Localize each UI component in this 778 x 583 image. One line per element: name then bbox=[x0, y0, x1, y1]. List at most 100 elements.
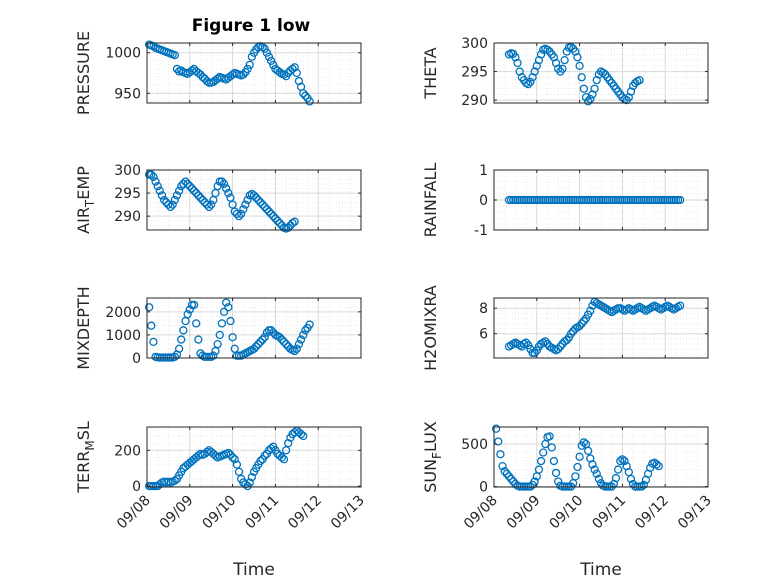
axes-frame bbox=[493, 42, 709, 104]
data-point bbox=[155, 186, 164, 195]
data-point bbox=[288, 218, 297, 228]
data-point bbox=[243, 195, 252, 205]
data-point bbox=[260, 451, 269, 460]
data-point bbox=[281, 446, 291, 455]
data-point bbox=[534, 465, 544, 474]
data-point bbox=[575, 452, 584, 461]
data-point bbox=[262, 205, 271, 214]
data-point bbox=[187, 184, 197, 193]
data-point bbox=[170, 476, 179, 485]
data-point bbox=[584, 446, 593, 455]
data-point bbox=[299, 89, 308, 98]
data-point bbox=[588, 460, 597, 469]
data-point bbox=[592, 469, 601, 478]
data-point bbox=[189, 186, 199, 195]
data-point bbox=[279, 337, 289, 346]
axes-frame bbox=[146, 426, 362, 488]
data-point bbox=[279, 455, 289, 464]
data-point bbox=[301, 326, 310, 335]
data-point bbox=[584, 97, 593, 106]
axes-frame bbox=[493, 297, 709, 359]
y-axis-label: THETA bbox=[421, 47, 440, 99]
data-point bbox=[256, 456, 265, 466]
data-point bbox=[556, 342, 565, 351]
data-point bbox=[260, 202, 269, 212]
data-point bbox=[249, 344, 259, 353]
data-point bbox=[230, 455, 239, 464]
data-point bbox=[245, 478, 254, 487]
data-point bbox=[530, 348, 539, 358]
data-point bbox=[198, 195, 207, 205]
data-point bbox=[575, 61, 584, 71]
data-point bbox=[264, 207, 274, 216]
data-point bbox=[170, 195, 179, 205]
data-point bbox=[266, 444, 276, 453]
data-point bbox=[185, 305, 194, 314]
data-point bbox=[232, 460, 242, 469]
data-point bbox=[296, 335, 306, 344]
data-point bbox=[646, 463, 655, 473]
data-point bbox=[275, 218, 284, 228]
data-point bbox=[299, 330, 308, 340]
data-point bbox=[676, 195, 685, 205]
data-point bbox=[266, 326, 276, 335]
data-point bbox=[676, 301, 685, 310]
data-point bbox=[579, 84, 589, 93]
data-point bbox=[521, 338, 531, 347]
data-point bbox=[251, 342, 261, 351]
axes-rainfall: -1 0 1 RAINFALL bbox=[421, 163, 709, 239]
data-point bbox=[654, 461, 663, 471]
data-point bbox=[566, 329, 576, 338]
y-tick-label: 0 bbox=[132, 479, 141, 495]
data-point bbox=[224, 448, 233, 458]
data-point bbox=[500, 467, 509, 476]
data-point bbox=[502, 469, 511, 478]
data-point bbox=[168, 200, 177, 209]
data-point bbox=[247, 472, 257, 482]
data-point bbox=[213, 340, 222, 349]
data-point bbox=[222, 184, 231, 193]
data-point bbox=[545, 432, 554, 441]
data-point bbox=[209, 351, 218, 360]
data-point bbox=[571, 472, 580, 481]
data-point bbox=[616, 456, 625, 466]
data-point bbox=[149, 337, 158, 346]
data-point bbox=[260, 333, 269, 342]
data-point bbox=[159, 195, 169, 205]
data-point bbox=[496, 450, 505, 459]
y-tick-label: 0 bbox=[479, 480, 488, 496]
data-point bbox=[177, 66, 186, 75]
y-axis-label: SUNFLUX bbox=[421, 421, 444, 493]
data-point bbox=[239, 70, 248, 79]
y-axis-label: TERRMSL bbox=[74, 421, 97, 494]
data-point bbox=[241, 200, 250, 209]
data-point bbox=[281, 340, 291, 349]
data-point bbox=[551, 468, 561, 478]
data-point bbox=[170, 352, 179, 361]
y-tick-label: 295 bbox=[461, 65, 488, 81]
data-point bbox=[290, 346, 299, 356]
data-point bbox=[266, 209, 276, 218]
data-point bbox=[194, 335, 203, 344]
y-tick-label: 290 bbox=[114, 209, 141, 225]
data-point bbox=[292, 68, 301, 78]
data-point bbox=[541, 337, 550, 346]
data-point bbox=[577, 319, 586, 328]
data-point bbox=[239, 205, 248, 214]
data-point bbox=[536, 456, 546, 466]
data-point bbox=[224, 303, 233, 312]
data-point bbox=[172, 64, 182, 74]
data-point bbox=[262, 48, 271, 57]
data-point bbox=[554, 477, 563, 486]
data-point bbox=[526, 77, 535, 87]
data-point bbox=[174, 186, 184, 195]
data-point bbox=[189, 300, 199, 310]
data-point bbox=[207, 200, 216, 209]
data-point bbox=[228, 333, 237, 342]
y-tick-label: 500 bbox=[461, 437, 488, 453]
data-point bbox=[271, 214, 280, 223]
data-point bbox=[222, 298, 231, 307]
data-point bbox=[247, 52, 257, 61]
axes-mixdepth: 0 1000 2000 MIXDEPTH bbox=[74, 286, 362, 370]
data-point bbox=[577, 73, 586, 82]
